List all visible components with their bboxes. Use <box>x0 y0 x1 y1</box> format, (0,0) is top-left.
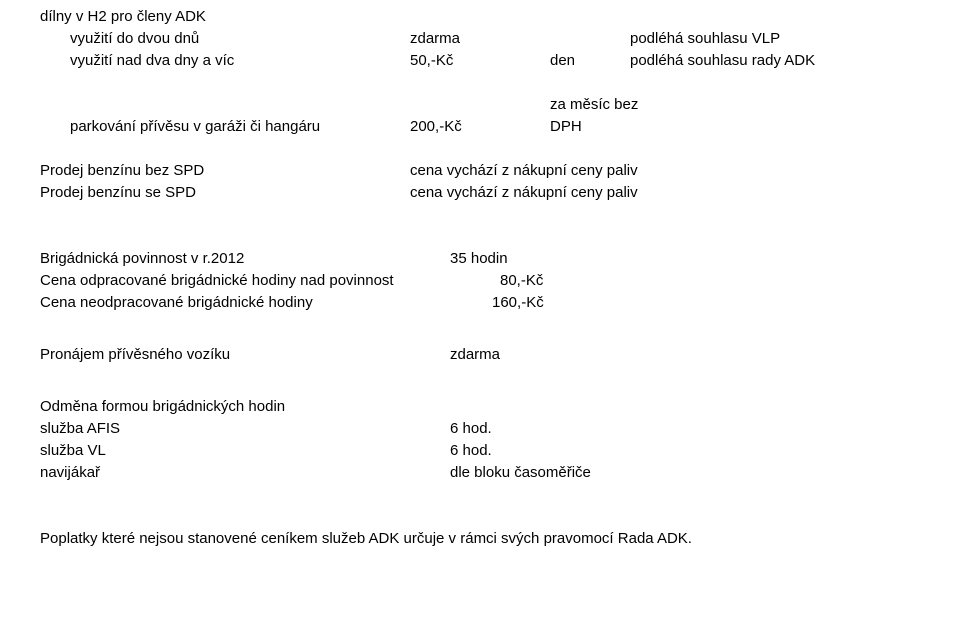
price: 50,-Kč <box>410 50 550 72</box>
vl-row: služba VL 6 hod. <box>40 440 919 462</box>
label: Cena neodpracované brigádnické hodiny <box>40 292 450 314</box>
label: Prodej benzínu se SPD <box>40 182 410 204</box>
price: zdarma <box>410 28 550 50</box>
unit <box>550 28 630 50</box>
navi-row: navijákař dle bloku časoměřiče <box>40 462 919 484</box>
label: navijákař <box>40 462 450 484</box>
workshop-row-1: využití do dvou dnů zdarma podléhá souhl… <box>40 28 919 50</box>
value: 6 hod. <box>450 440 919 462</box>
brigade-row-3: Cena neodpracované brigádnické hodiny 16… <box>40 292 919 314</box>
label: využití do dvou dnů <box>70 28 410 50</box>
header-line: dílny v H2 pro členy ADK <box>40 6 919 28</box>
blank <box>410 94 550 116</box>
value: cena vychází z nákupní ceny paliv <box>410 182 919 204</box>
trailer-row: Pronájem přívěsného vozíku zdarma <box>40 344 919 366</box>
note-top: za měsíc bez <box>550 94 919 116</box>
blank <box>70 94 410 116</box>
afis-row: služba AFIS 6 hod. <box>40 418 919 440</box>
price: 200,-Kč <box>410 116 550 138</box>
value: 160,-Kč <box>450 292 919 314</box>
value: cena vychází z nákupní ceny paliv <box>410 160 919 182</box>
fuel-row-1: Prodej benzínu bez SPD cena vychází z ná… <box>40 160 919 182</box>
value: 80,-Kč <box>450 270 919 292</box>
parking-row: parkování přívěsu v garáži či hangáru 20… <box>40 116 919 138</box>
value: 6 hod. <box>450 418 919 440</box>
value: dle bloku časoměřiče <box>450 462 919 484</box>
text: Odměna formou brigádnických hodin <box>40 396 285 418</box>
brigade-row-1: Brigádnická povinnost v r.2012 35 hodin <box>40 248 919 270</box>
label: služba VL <box>40 440 450 462</box>
value: 35 hodin <box>450 248 919 270</box>
document-page: dílny v H2 pro členy ADK využití do dvou… <box>0 0 959 628</box>
fuel-row-2: Prodej benzínu se SPD cena vychází z nák… <box>40 182 919 204</box>
text: Poplatky které nejsou stanovené ceníkem … <box>40 528 692 550</box>
unit: den <box>550 50 630 72</box>
label: služba AFIS <box>40 418 450 440</box>
label: využití nad dva dny a víc <box>70 50 410 72</box>
note: podléhá souhlasu rady ADK <box>630 50 919 72</box>
note-bottom: DPH <box>550 116 919 138</box>
label: Pronájem přívěsného vozíku <box>40 344 450 366</box>
reward-header: Odměna formou brigádnických hodin <box>40 396 919 418</box>
text: dílny v H2 pro členy ADK <box>40 6 206 28</box>
label: Cena odpracované brigádnické hodiny nad … <box>40 270 450 292</box>
parking-note-top: za měsíc bez <box>40 94 919 116</box>
brigade-row-2: Cena odpracované brigádnické hodiny nad … <box>40 270 919 292</box>
label: Brigádnická povinnost v r.2012 <box>40 248 450 270</box>
label: parkování přívěsu v garáži či hangáru <box>70 116 410 138</box>
label: Prodej benzínu bez SPD <box>40 160 410 182</box>
workshop-row-2: využití nad dva dny a víc 50,-Kč den pod… <box>40 50 919 72</box>
value: zdarma <box>450 344 919 366</box>
note: podléhá souhlasu VLP <box>630 28 919 50</box>
footer-line: Poplatky které nejsou stanovené ceníkem … <box>40 528 919 550</box>
